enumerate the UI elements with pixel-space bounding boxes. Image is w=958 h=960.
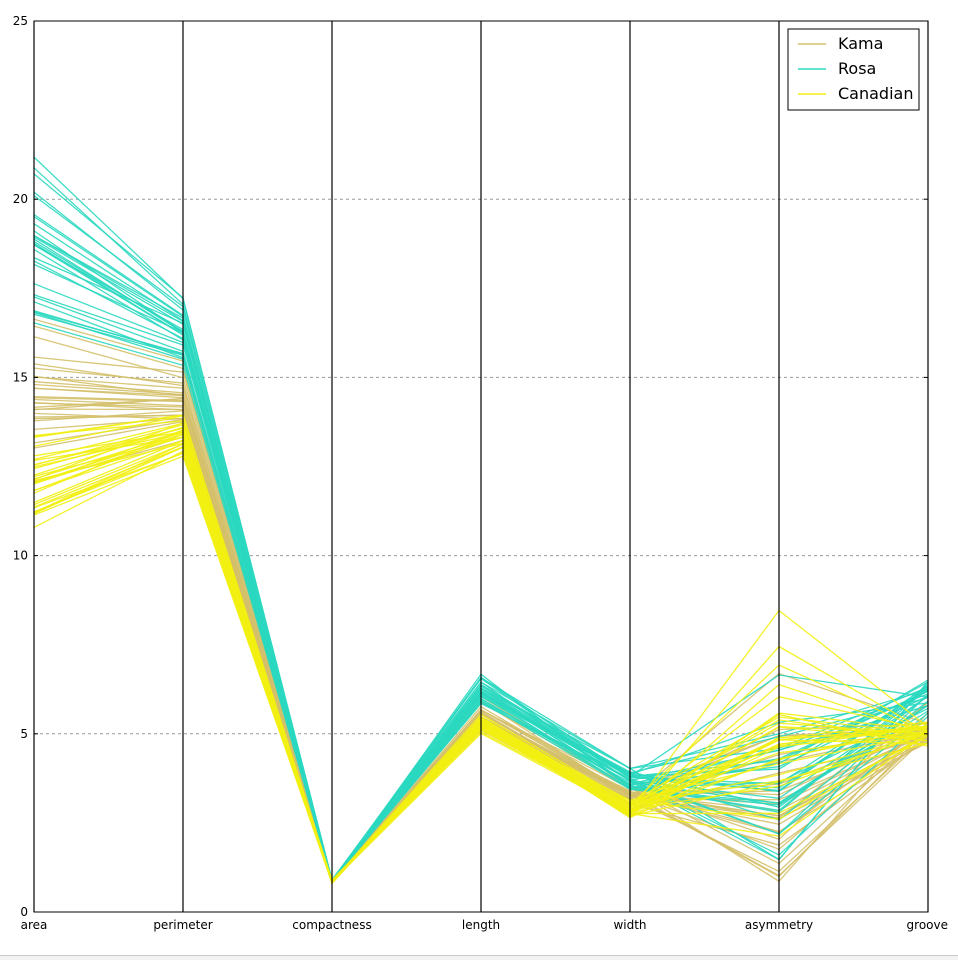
axis-label-width: width [613,918,646,932]
axis-label-perimeter: perimeter [153,918,212,932]
y-tick-label: 10 [13,549,28,563]
axis-label-groove: groove [907,918,948,932]
y-tick-label: 0 [20,905,28,919]
axis-labels: area perimeter compactness length width asymm… [21,918,948,932]
legend: Kama Rosa Canadian [787,28,920,111]
y-tick-label: 25 [13,14,28,28]
plot-frame [33,20,929,913]
window-bottom-edge [0,955,958,960]
y-tick-labels: 0 5 10 15 20 25 [13,14,928,919]
axis-label-compactness: compactness [292,918,371,932]
axis-label-area: area [21,918,48,932]
axis-label-asymmetry: asymmetry [745,918,813,932]
y-tick-label: 5 [20,727,28,741]
axis-label-length: length [462,918,500,932]
legend-label-canadian: Canadian [838,84,913,103]
y-tick-label: 15 [13,370,28,384]
legend-label-kama: Kama [838,34,883,53]
y-tick-label: 20 [13,192,28,206]
legend-label-rosa: Rosa [838,59,876,78]
